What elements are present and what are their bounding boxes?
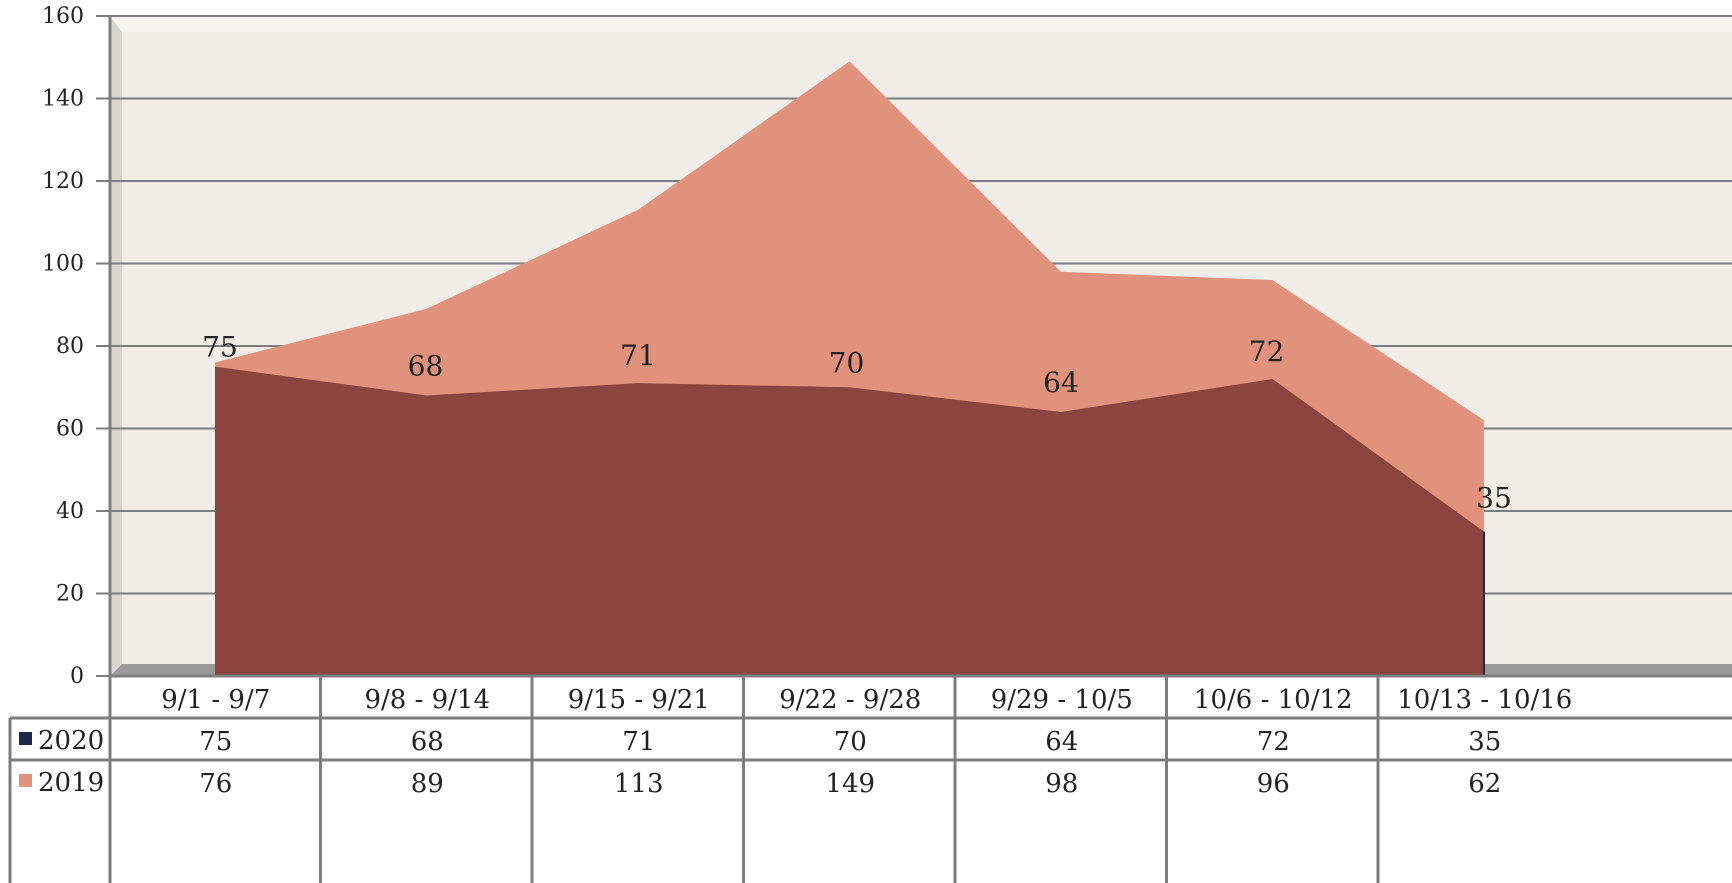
data-label: 64	[1043, 366, 1079, 399]
y-axis-ticks: 0 20 40 60 80 100 120 140 160	[42, 4, 110, 689]
series-areas	[215, 61, 1485, 676]
data-label: 70	[829, 346, 865, 379]
category-label: 9/29 - 10/5	[991, 685, 1133, 715]
y-tick-label: 40	[56, 499, 84, 524]
table-cell: 76	[199, 769, 232, 799]
data-labels: 75 68 71 70 64 72 35	[202, 331, 1512, 515]
table-cell: 62	[1468, 769, 1501, 799]
y-tick-label: 60	[56, 417, 84, 442]
data-label: 75	[202, 331, 238, 364]
legend-key-2019	[19, 774, 32, 787]
legend-label: 2019	[38, 768, 104, 798]
y-tick-label: 100	[42, 252, 84, 277]
table-cell: 35	[1468, 727, 1501, 757]
data-label: 71	[620, 339, 656, 372]
y-tick-label: 160	[42, 4, 84, 29]
legend-label: 2020	[38, 726, 104, 756]
table-cell: 113	[614, 769, 664, 799]
category-label: 9/22 - 9/28	[779, 685, 921, 715]
y-tick-label: 0	[70, 664, 84, 689]
y-tick-label: 80	[56, 334, 84, 359]
table-cell: 75	[199, 727, 232, 757]
table-cell: 89	[411, 769, 444, 799]
category-label: 10/13 - 10/16	[1397, 685, 1572, 715]
table-cell: 96	[1257, 769, 1290, 799]
wall-top	[110, 16, 1732, 32]
legend-key-2020	[19, 732, 32, 745]
data-label: 35	[1476, 482, 1512, 515]
category-label: 9/1 - 9/7	[161, 685, 270, 715]
table-cell: 68	[411, 727, 444, 757]
data-label: 72	[1249, 335, 1285, 368]
table-cell: 98	[1045, 769, 1078, 799]
y-tick-label: 20	[56, 582, 84, 607]
data-label: 68	[408, 350, 444, 383]
table-cell: 71	[622, 727, 655, 757]
y-tick-label: 120	[42, 169, 84, 194]
data-table: 9/1 - 9/7 9/8 - 9/14 9/15 - 9/21 9/22 - 9/2…	[8, 674, 1732, 883]
table-cell: 72	[1257, 727, 1290, 757]
series-area-2020	[215, 366, 1484, 676]
category-label: 9/8 - 9/14	[364, 685, 490, 715]
table-cell: 70	[834, 727, 867, 757]
category-label: 9/15 - 9/21	[568, 685, 710, 715]
table-cell: 64	[1045, 727, 1078, 757]
table-cell: 149	[825, 769, 875, 799]
category-label: 10/6 - 10/12	[1194, 685, 1353, 715]
y-tick-label: 140	[42, 87, 84, 112]
